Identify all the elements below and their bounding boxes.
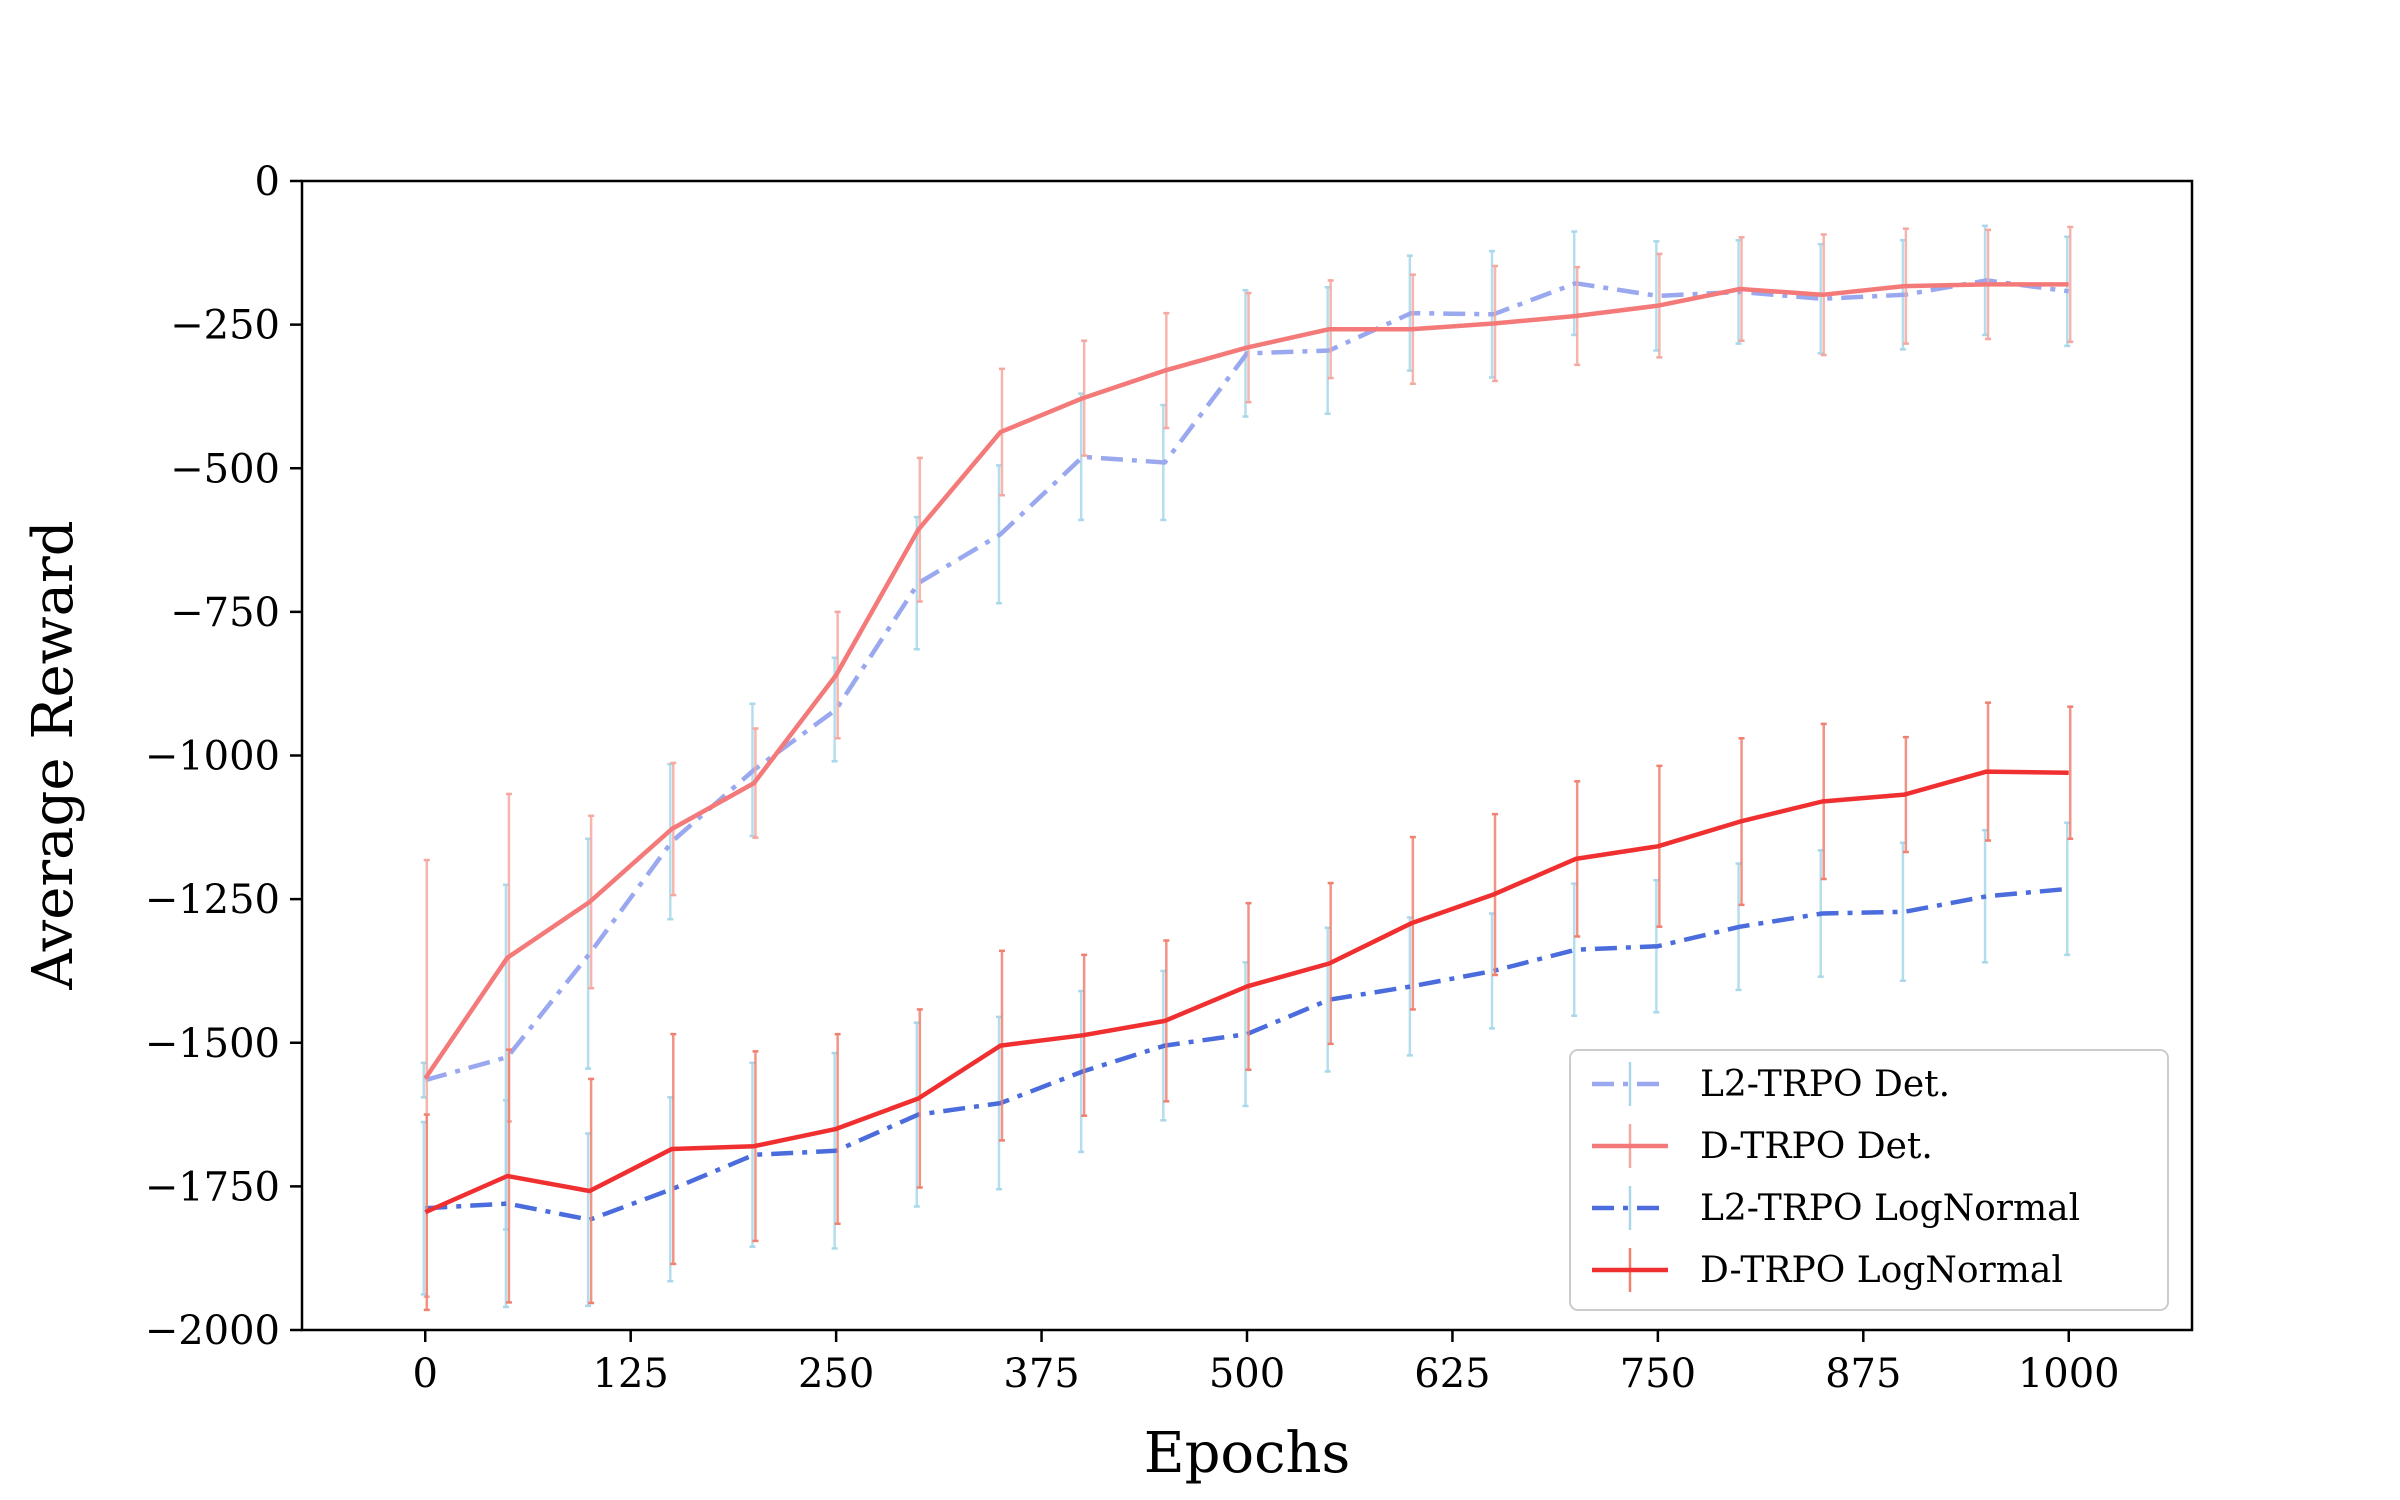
legend-entry: D-TRPO LogNormal [1592,1248,2063,1292]
legend-box [1569,1049,2169,1311]
y-axis-label: Average Reward [21,520,86,990]
x-axis-ticks: 0 125 250 375 500 625 750 875 1000 [413,1330,2120,1397]
series-2 [423,225,2074,1298]
legend-label: D-TRPO LogNormal [1700,1250,2063,1291]
x-tick-label: 375 [1003,1351,1079,1397]
legend-label: D-TRPO Det. [1700,1126,1933,1167]
x-tick-label: 250 [798,1351,874,1397]
x-tick-label: 1000 [2018,1351,2120,1397]
x-tick-label: 0 [413,1351,438,1397]
series-line [424,278,2069,1083]
x-tick-label: 125 [593,1351,669,1397]
x-tick-label: 875 [1825,1351,1901,1397]
legend-entry: L2-TRPO LogNormal [1592,1186,2080,1230]
series-layer [420,224,2074,1312]
y-tick-label: 0 [255,159,280,205]
series-4 [423,701,2074,1312]
y-tick-label: −250 [170,303,280,349]
legend-label: L2-TRPO LogNormal [1700,1188,2080,1229]
series-line [425,886,2069,1222]
legend-label: L2-TRPO Det. [1700,1064,1950,1105]
legend: L2-TRPO Det. D-TRPO Det. L2-TRPO LogNormal… [1569,1049,2169,1311]
y-tick-label: −500 [170,446,280,492]
y-tick-label: −1000 [145,734,280,780]
y-tick-label: −1750 [145,1164,280,1210]
x-axis-label: Epochs [1144,1421,1351,1486]
x-tick-label: 750 [1620,1351,1696,1397]
y-tick-label: −1250 [145,877,280,923]
legend-entry: D-TRPO Det. [1592,1124,1933,1168]
y-tick-label: −2000 [145,1308,280,1354]
series-line [423,282,2069,1080]
y-tick-label: −750 [170,590,280,636]
legend-entries: L2-TRPO Det. D-TRPO Det. L2-TRPO LogNormal… [1592,1062,2080,1292]
x-tick-label: 500 [1209,1351,1285,1397]
series-1 [420,224,2071,1231]
legend-entry: L2-TRPO Det. [1592,1062,1950,1106]
series-line [424,769,2069,1215]
x-tick-label: 625 [1414,1351,1490,1397]
y-tick-label: −1500 [145,1021,280,1067]
y-axis-ticks: 0 −250 −500 −750 −1000 −1250 −1500 −1750 −2000 [145,159,302,1354]
